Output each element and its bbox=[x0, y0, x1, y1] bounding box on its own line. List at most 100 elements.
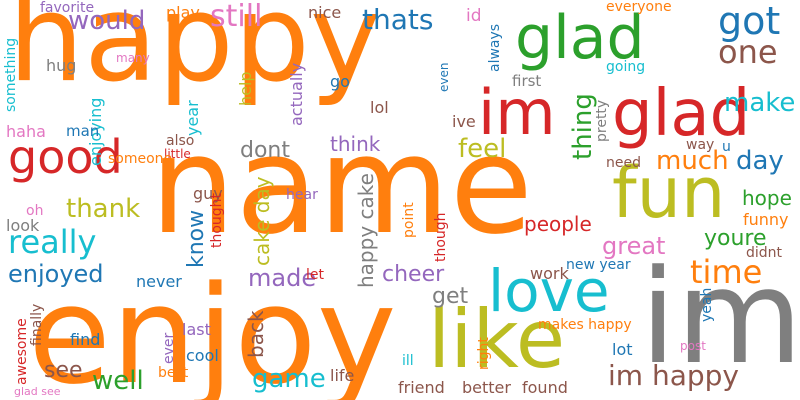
word-thats: thats bbox=[362, 3, 434, 36]
word-someone: someone bbox=[108, 151, 173, 167]
word-favorite: favorite bbox=[40, 0, 95, 16]
word-im: im bbox=[640, 241, 800, 393]
word-know: know bbox=[184, 209, 209, 268]
word-yeah: yeah bbox=[699, 287, 715, 322]
word-work: work bbox=[530, 264, 569, 283]
word-enjoy: enjoy bbox=[28, 257, 397, 400]
word-still: still bbox=[210, 0, 263, 34]
word-great: great bbox=[602, 232, 666, 260]
word-glad-see: glad see bbox=[14, 385, 61, 398]
word-one: one bbox=[718, 33, 778, 71]
word-find: find bbox=[70, 330, 101, 349]
word-everyone: everyone bbox=[606, 0, 672, 15]
word-pretty: pretty bbox=[594, 99, 610, 142]
word-look: look bbox=[6, 216, 40, 235]
word-play: play bbox=[166, 3, 200, 22]
word-like: like bbox=[428, 293, 566, 386]
word-actually: actually bbox=[287, 62, 306, 126]
word-much: much bbox=[656, 146, 729, 176]
word-even: even bbox=[437, 62, 451, 92]
word-makes-happy: makes happy bbox=[538, 317, 632, 333]
word-many: many bbox=[116, 51, 150, 65]
word-enjoyed: enjoyed bbox=[8, 260, 104, 288]
word-good: good bbox=[8, 130, 123, 184]
word-ive: ive bbox=[452, 112, 476, 131]
word-feel: feel bbox=[458, 134, 507, 164]
word-see: see bbox=[44, 358, 83, 383]
word-ever: ever bbox=[161, 332, 177, 364]
word-ill: ill bbox=[402, 353, 414, 369]
word-oh: oh bbox=[26, 203, 44, 219]
word-year: year bbox=[183, 100, 202, 136]
word-get: get bbox=[432, 284, 469, 309]
word-little: little bbox=[164, 147, 191, 161]
word-never: never bbox=[136, 272, 182, 291]
word-point: point bbox=[401, 202, 417, 238]
word-friend: friend bbox=[398, 378, 445, 397]
word-time: time bbox=[690, 253, 763, 291]
word-cheer: cheer bbox=[382, 262, 445, 287]
word-name: name bbox=[150, 107, 533, 264]
word-need: need bbox=[606, 155, 641, 171]
word-let: let bbox=[306, 267, 324, 283]
word-happy-cake: happy cake bbox=[354, 173, 378, 288]
word-going: going bbox=[606, 59, 646, 75]
word-best: best bbox=[158, 365, 189, 381]
word-found: found bbox=[522, 378, 568, 397]
word-game: game bbox=[252, 364, 326, 394]
word-hear: hear bbox=[286, 187, 318, 203]
word-first: first bbox=[512, 72, 542, 90]
word-im-happy: im happy bbox=[608, 359, 739, 392]
word-something: something bbox=[3, 37, 19, 112]
word-dont: dont bbox=[240, 138, 290, 163]
word-people: people bbox=[524, 212, 592, 236]
word-awesome: awesome bbox=[14, 318, 30, 385]
word-hope: hope bbox=[742, 186, 792, 210]
word-man: man bbox=[66, 122, 100, 140]
word-haha: haha bbox=[6, 122, 46, 141]
word-go: go bbox=[330, 72, 350, 91]
word-glad: glad bbox=[612, 77, 751, 151]
word-well: well bbox=[92, 366, 144, 396]
word-would: would bbox=[68, 6, 146, 36]
word-really: really bbox=[8, 223, 97, 261]
word-help: help bbox=[236, 71, 255, 106]
word-fun: fun bbox=[612, 152, 726, 234]
word-better: better bbox=[462, 378, 511, 397]
word-nice: nice bbox=[308, 3, 342, 22]
word-cool: cool bbox=[186, 346, 219, 365]
word-glad: glad bbox=[515, 3, 645, 73]
word-didnt: didnt bbox=[746, 245, 783, 261]
word-also: also bbox=[166, 133, 195, 149]
word-love: love bbox=[488, 257, 610, 325]
word-though: though bbox=[433, 212, 449, 262]
word-got: got bbox=[718, 0, 781, 43]
word-u: u bbox=[722, 139, 731, 155]
word-made: made bbox=[248, 264, 317, 292]
word-id: id bbox=[466, 6, 482, 26]
word-post: post bbox=[680, 339, 706, 353]
word-new-year: new year bbox=[566, 257, 631, 273]
word-right: right bbox=[476, 337, 492, 370]
word-think: think bbox=[330, 132, 381, 156]
word-funny: funny bbox=[743, 210, 789, 229]
word-youre: youre bbox=[704, 226, 767, 251]
word-im: im bbox=[478, 76, 556, 149]
word-always: always bbox=[487, 23, 503, 72]
word-happy: happy bbox=[8, 0, 381, 109]
word-thought: thought bbox=[209, 192, 225, 248]
word-make: make bbox=[724, 88, 796, 118]
word-back: back bbox=[244, 310, 268, 358]
word-lol: lol bbox=[370, 98, 389, 117]
word-cake-day: cake day bbox=[250, 176, 274, 266]
word-life: life bbox=[330, 366, 355, 385]
word-last: last bbox=[182, 320, 211, 339]
word-finally: finally bbox=[29, 303, 45, 346]
word-thank: thank bbox=[66, 194, 141, 224]
word-way: way bbox=[686, 137, 715, 153]
word-thing: thing bbox=[568, 93, 598, 160]
word-day: day bbox=[736, 146, 784, 176]
word-lot: lot bbox=[612, 340, 633, 359]
word-hug: hug bbox=[46, 56, 77, 75]
